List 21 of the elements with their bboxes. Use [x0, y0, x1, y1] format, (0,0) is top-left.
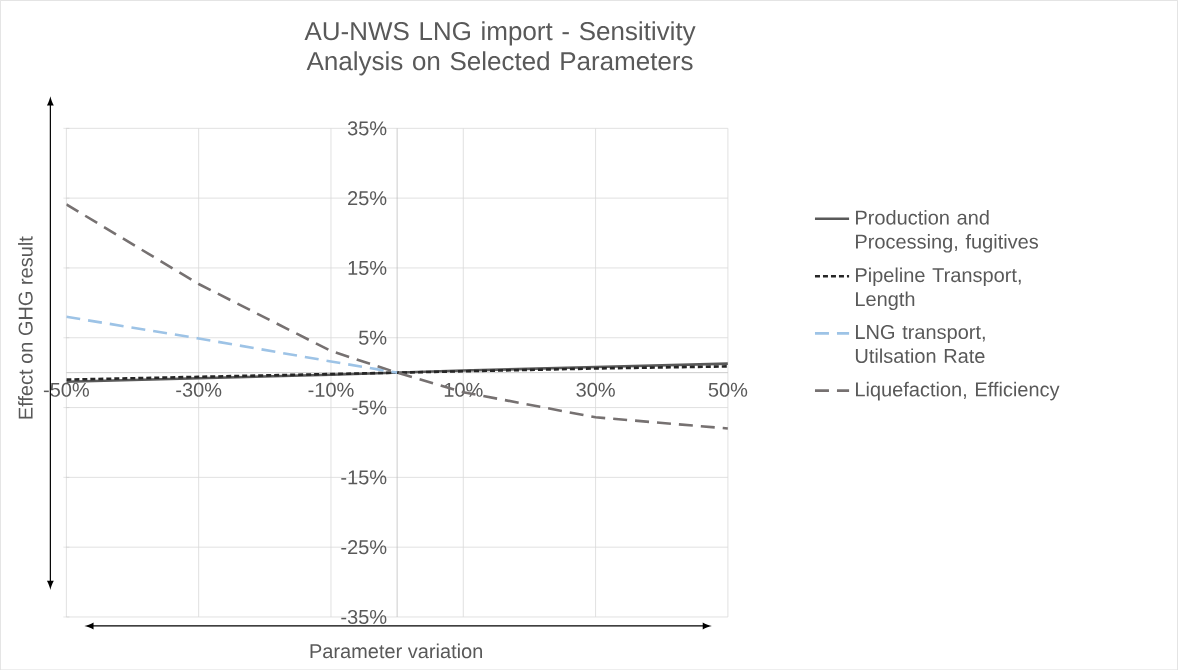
y-tick-label: -25% — [341, 539, 387, 555]
legend-label: Production and Processing, fugitives — [856, 209, 1039, 253]
x-tick-label: -10% — [308, 382, 354, 397]
line-series — [66, 315, 399, 374]
chart-title: AU-NWS LNG import - Sensitivity Analysis on Selected Parameters — [304, 21, 696, 76]
x-tick-label: 30% — [576, 382, 615, 397]
x-tick-label: -30% — [176, 382, 222, 397]
y-tick-label: 15% — [348, 260, 387, 275]
y-tick-label: -5% — [352, 400, 387, 415]
y-axis-title: Effect on GHG result — [18, 236, 33, 419]
x-axis-title: Parameter variation — [310, 643, 482, 659]
x-tick-label: 10% — [444, 382, 483, 397]
legend-label: Liquefaction, Efficiency — [856, 381, 1060, 401]
y-tick-label: 35% — [347, 121, 387, 136]
y-tick-label: 5% — [359, 330, 387, 345]
legend-label: LNG transport, Utilsation Rate — [855, 324, 985, 363]
legend-label: Pipeline Transport, Length — [856, 267, 1021, 310]
y-tick-label: -15% — [341, 470, 387, 485]
x-tick-label: 50% — [708, 382, 748, 397]
y-tick-label: -35% — [341, 609, 387, 624]
y-tick-label: 25% — [348, 190, 387, 206]
